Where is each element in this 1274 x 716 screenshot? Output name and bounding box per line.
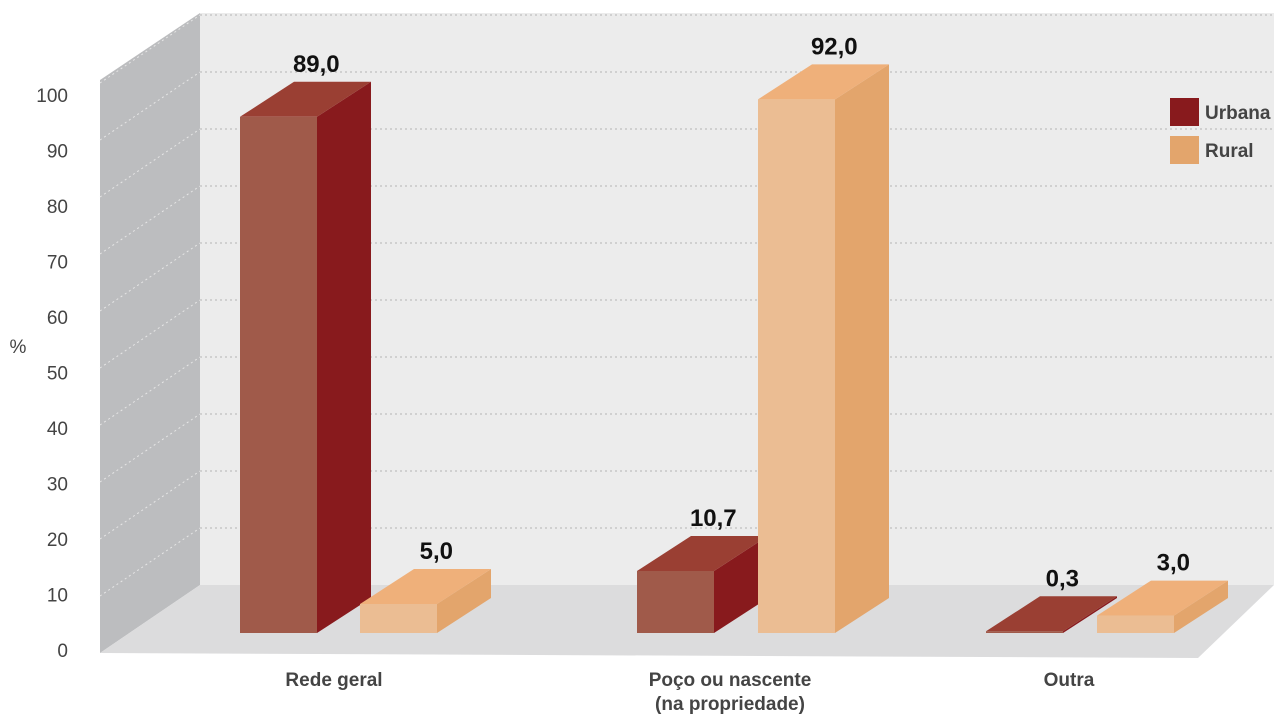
y-tick-label: 20 [47, 530, 68, 551]
legend-label: Rural [1205, 141, 1254, 162]
y-tick-label: 10 [47, 586, 68, 607]
bar-urbana-front [240, 116, 317, 634]
data-labels: 89,0 5,0 10,7 92,0 0,3 3,0 [293, 33, 1190, 592]
gridline-side [99, 470, 201, 540]
bar-rural-top [758, 64, 889, 100]
bar-urbana-top [986, 596, 1117, 632]
bar-urbana-side [714, 535, 768, 633]
data-label: 92,0 [811, 33, 858, 60]
back-wall [200, 13, 1274, 585]
gridline-side [99, 185, 201, 255]
y-tick-label: 30 [47, 475, 68, 496]
x-tick-label: Outra [1044, 670, 1095, 691]
bar-urbana-front [986, 631, 1063, 633]
x-axis: Rede geral Poço ou nascente (na propriedad… [285, 670, 1094, 715]
gridline-side [99, 413, 201, 483]
y-tick-label: 70 [47, 253, 68, 274]
bar-rural-front [1097, 615, 1174, 633]
bar-urbana-top [240, 81, 371, 117]
gridline-side [99, 299, 201, 369]
gridline-side [99, 356, 201, 426]
gridline-side [99, 242, 201, 312]
gridline-side [99, 527, 201, 597]
data-label: 5,0 [420, 538, 453, 565]
y-tick-label: 40 [47, 419, 68, 440]
bar-urbana-side [1063, 596, 1117, 633]
gridline-side [99, 71, 201, 141]
y-tick-label: 0 [57, 641, 68, 662]
data-label: 89,0 [293, 51, 340, 78]
bar-rural-side [437, 569, 491, 633]
bar-rural-top [1097, 580, 1228, 616]
y-tick-label: 60 [47, 308, 68, 329]
y-tick-label: 50 [47, 364, 68, 385]
legend-swatch-urbana [1170, 98, 1199, 126]
legend: Urbana Rural [1170, 98, 1271, 164]
x-tick-label: (na propriedade) [655, 694, 805, 715]
legend-label: Urbana [1205, 103, 1271, 124]
data-label: 0,3 [1046, 565, 1079, 592]
bar-rural-top [360, 569, 491, 604]
bar-rural-side [835, 64, 889, 633]
data-label: 3,0 [1157, 550, 1190, 577]
gridline-side [99, 128, 201, 198]
y-tick-label: 90 [47, 142, 68, 163]
gridlines [99, 14, 1274, 597]
bar-urbana-side [317, 81, 371, 634]
bar-urbana-front [637, 570, 714, 633]
gridline-side [99, 14, 201, 84]
bar-rural-front [758, 99, 835, 633]
data-label: 10,7 [690, 505, 737, 532]
y-tick-label: 100 [36, 86, 68, 107]
legend-swatch-rural [1170, 136, 1199, 164]
bar-rural-side [1174, 580, 1228, 633]
bars [240, 64, 1228, 634]
x-tick-label: Poço ou nascente [649, 670, 812, 691]
y-axis: 0 10 20 30 40 50 60 70 80 90 100 [36, 86, 68, 662]
y-axis-label: % [10, 337, 27, 358]
x-tick-label: Rede geral [285, 670, 382, 691]
bar-rural-front [360, 604, 437, 633]
bar-urbana-top [637, 535, 768, 571]
y-tick-label: 80 [47, 197, 68, 218]
side-wall [100, 13, 200, 653]
